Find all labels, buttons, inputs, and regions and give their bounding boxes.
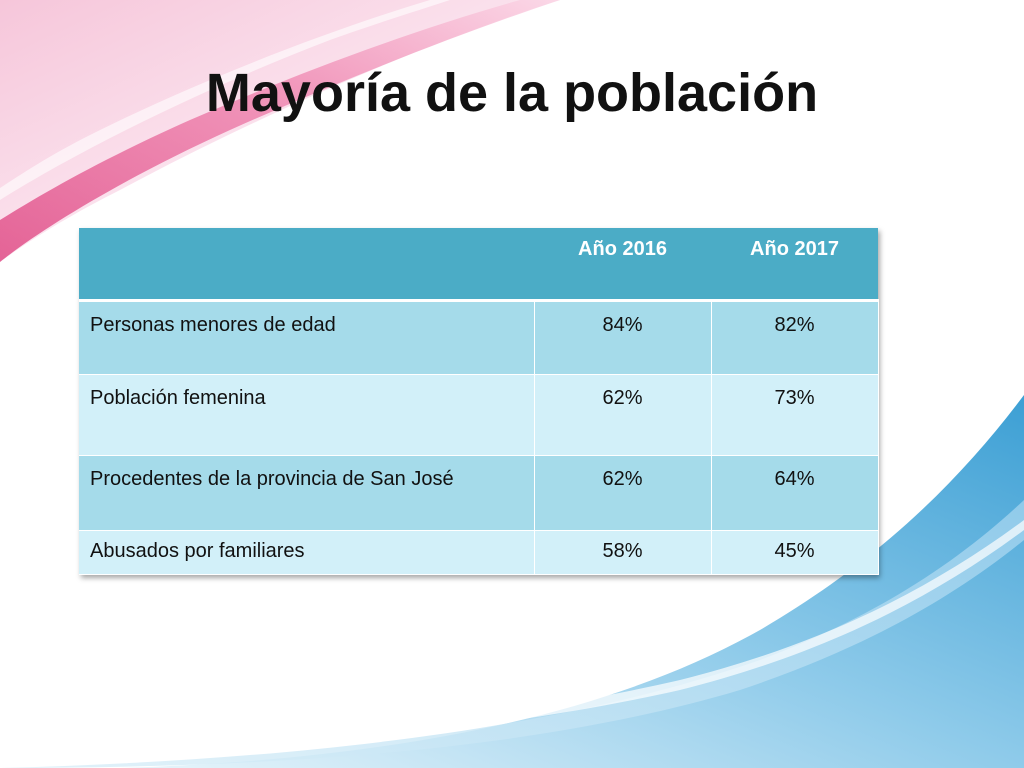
- table-header-row: Año 2016 Año 2017: [79, 228, 878, 302]
- table-row: Procedentes de la provincia de San José …: [79, 455, 879, 531]
- population-table: Año 2016 Año 2017 Personas menores de ed…: [79, 228, 879, 575]
- table-row: Población femenina 62% 73%: [79, 374, 879, 456]
- header-cell-2016: Año 2016: [534, 228, 711, 302]
- value-2017: 45%: [711, 530, 879, 575]
- table-row: Personas menores de edad 84% 82%: [79, 300, 879, 375]
- row-label: Abusados por familiares: [79, 530, 535, 575]
- data-table-container: Año 2016 Año 2017 Personas menores de ed…: [79, 228, 879, 575]
- row-label: Población femenina: [79, 374, 535, 456]
- value-2017: 82%: [711, 300, 879, 375]
- header-cell-2017: Año 2017: [711, 228, 878, 302]
- blue-highlight-shape: [0, 520, 1024, 764]
- pink-wave-shape: [0, 0, 560, 262]
- row-label: Personas menores de edad: [79, 300, 535, 375]
- slide-title: Mayoría de la población: [205, 63, 819, 123]
- value-2016: 62%: [534, 374, 712, 456]
- value-2016: 84%: [534, 300, 712, 375]
- row-label: Procedentes de la provincia de San José: [79, 455, 535, 531]
- header-cell-empty: [79, 228, 534, 302]
- table-row: Abusados por familiares 58% 45%: [79, 530, 879, 575]
- value-2017: 64%: [711, 455, 879, 531]
- value-2016: 62%: [534, 455, 712, 531]
- value-2016: 58%: [534, 530, 712, 575]
- value-2017: 73%: [711, 374, 879, 456]
- blue-wave-shape: [120, 395, 1024, 768]
